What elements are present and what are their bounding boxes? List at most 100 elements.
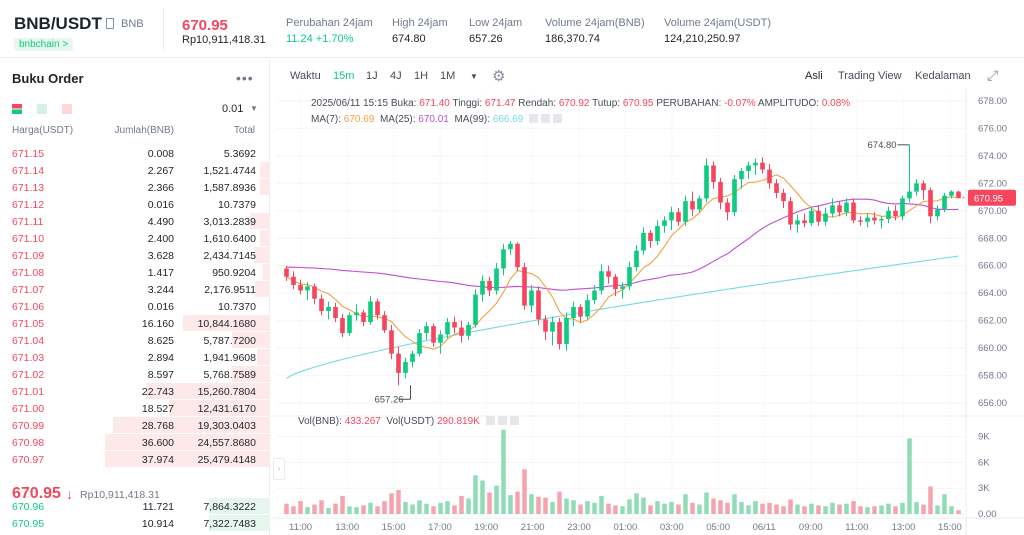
price-tick-label: 674.00 [978,151,1007,162]
volume-bar [830,502,835,514]
vol-close-icon[interactable] [509,416,519,425]
row-amount: 3.244 [147,284,174,296]
ask-row[interactable]: 671.11 4.490 3,013.2839 [0,213,270,230]
candle-body [942,195,947,210]
current-price-tag-label: 670.95 [974,194,1003,205]
volume-bar [634,493,639,514]
interval-4j[interactable]: 4J [390,70,402,82]
ma-close-icon[interactable] [553,114,563,123]
volume-bar [956,510,961,514]
ask-row[interactable]: 671.15 0.008 5.3692 [0,145,270,162]
interval-15m[interactable]: 15m [333,70,355,82]
volume-bar [480,480,485,514]
volume-bar [893,506,898,514]
view-both-icon[interactable] [12,104,22,114]
fullscreen-icon[interactable]: ⤢ [987,67,999,83]
row-price: 670.97 [12,454,45,466]
candle-body [466,324,471,336]
high-marker-label: 674.80 [868,140,897,151]
legend-low: 670.92 [558,98,590,109]
more-dots-icon[interactable]: ••• [236,70,254,86]
volume-bar [592,502,597,514]
candle-body [837,205,842,213]
ask-row[interactable]: 671.07 3.244 2,176.9511 [0,281,270,298]
volume-bar [354,507,359,514]
vol-usdt-value: 290.819K [436,416,480,427]
row-price: 671.08 [12,267,45,279]
row-price: 671.14 [12,165,45,177]
ohlc-legend: 2025/06/11 15:15 Buka: 671.40 Tinggi: 67… [311,98,850,109]
volume-bar [424,503,429,514]
vol-settings-icon[interactable] [497,416,507,425]
settings-gear-icon[interactable]: ⚙ [492,68,506,85]
ask-row[interactable]: 671.12 0.016 10.7379 [0,196,270,213]
ask-row[interactable]: 671.06 0.016 10.7370 [0,298,270,315]
ask-row[interactable]: 671.10 2.400 1,610.6400 [0,230,270,247]
vol-visibility-icon[interactable] [485,416,495,425]
ask-row[interactable]: 670.99 28.768 19,303.0403 [0,417,270,434]
chain-tag[interactable]: bnbchain > [14,38,74,51]
time-label[interactable]: Waktu [290,70,321,82]
stat-label: Volume 24jam(USDT) [664,17,771,29]
depth-bar [250,213,270,229]
candlestick-chart[interactable]: 678.00 676.00 674.00 672.00 670.00 668.00 666.… [271,88,1024,535]
candle-body [795,220,800,225]
candle-body [312,286,317,299]
ask-row[interactable]: 670.97 37.974 25,479.4148 [0,451,270,468]
price-tick-label: 656.00 [978,398,1007,409]
candle-body [802,220,807,224]
view-asks-icon[interactable] [62,104,73,114]
chevron-right-icon[interactable]: › [273,458,285,480]
row-total: 1,521.4744 [203,165,256,177]
stat-label: Volume 24jam(BNB) [545,17,645,29]
volume-bar [627,499,632,514]
row-total: 1,941.9608 [203,352,256,364]
ask-row[interactable]: 671.03 2.894 1,941.9608 [0,349,270,366]
ma-visibility-icon[interactable] [529,114,539,123]
ask-row[interactable]: 670.98 36.600 24,557.8680 [0,434,270,451]
time-tick-label: 23:00 [567,522,591,533]
ask-row[interactable]: 671.08 1.417 950.9204 [0,264,270,281]
ask-row[interactable]: 671.09 3.628 2,434.7145 [0,247,270,264]
ask-row[interactable]: 671.05 16.160 10,844.1680 [0,315,270,332]
symbol-title[interactable]: BNB/USDT [14,14,102,33]
view-asli[interactable]: Asli [805,70,823,82]
volume-tick-label: 6K [978,457,990,468]
column-header-amount: Jumlah(BNB) [114,125,174,136]
tick-size-select[interactable]: 0.01 [222,103,244,115]
interval-1m[interactable]: 1M [440,70,456,82]
view-tradingview[interactable]: Trading View [838,70,902,82]
price-tick-label: 668.00 [978,233,1007,244]
candle-body [417,333,422,354]
candle-body [319,298,324,312]
interval-1j[interactable]: 1J [366,70,378,82]
ask-row[interactable]: 671.13 2.366 1,587.8936 [0,179,270,196]
chevron-down-icon[interactable]: ▼ [250,104,258,113]
view-bids-icon[interactable] [37,104,48,114]
ask-row[interactable]: 671.04 8.625 5,787.7200 [0,332,270,349]
ma-settings-icon[interactable] [541,114,551,123]
volume-tick-label: 3K [978,483,990,494]
row-total: 1,610.6400 [203,233,256,245]
price-tick-label: 664.00 [978,288,1007,299]
ma7-value: 670.69 [343,114,375,125]
volume-bar [333,503,338,514]
volume-bar [921,504,926,514]
legend-open-label: Buka: [390,98,417,109]
bid-row[interactable]: 670.95 10.914 7,322.7483 [0,515,270,532]
row-total: 15,260.7804 [197,386,256,398]
ask-row[interactable]: 671.02 8.597 5,768.7589 [0,366,270,383]
ask-row[interactable]: 671.00 18.527 12,431.6170 [0,400,270,417]
row-amount: 37.974 [141,454,174,466]
bid-row[interactable]: 670.96 11.721 7,864.3222 [0,498,270,515]
row-total: 10.7379 [218,199,256,211]
ask-row[interactable]: 671.14 2.267 1,521.4744 [0,162,270,179]
row-price: 671.03 [12,352,45,364]
candle-body [508,243,513,250]
chevron-down-icon[interactable]: ▼ [470,72,478,81]
ask-row[interactable]: 671.01 22.743 15,260.7804 [0,383,270,400]
view-depth[interactable]: Kedalaman [915,70,971,82]
interval-1h[interactable]: 1H [414,70,429,82]
token-info-icon[interactable] [106,18,114,29]
ask-list: 671.15 0.008 5.3692 671.14 2.267 1,521.4744 67… [0,145,270,468]
